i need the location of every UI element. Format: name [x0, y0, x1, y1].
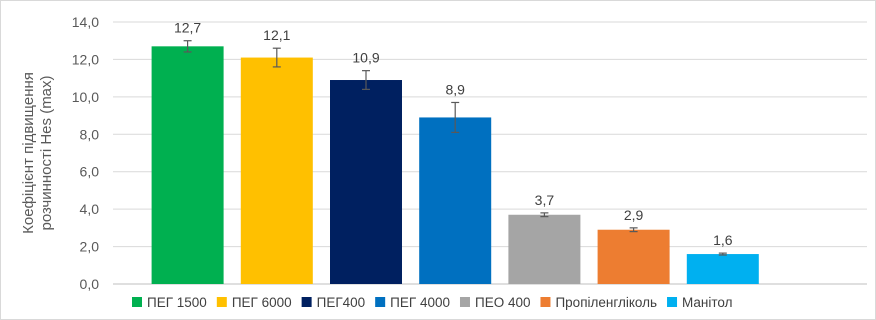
y-tick-label: 4,0: [80, 201, 100, 217]
y-axis-label-line: Коефіцієнт підвищення: [20, 72, 37, 234]
bar: [330, 80, 402, 284]
data-label: 12,1: [263, 27, 290, 43]
y-tick-label: 6,0: [80, 164, 100, 180]
y-axis-label-line: розчинності Hes (max): [38, 75, 55, 230]
legend-swatch: [459, 297, 470, 307]
y-tick-label: 0,0: [80, 276, 100, 292]
legend-label: ПЕГ400: [317, 295, 366, 310]
data-label: 2,9: [624, 207, 644, 223]
legend-swatch: [375, 297, 386, 307]
data-label: 8,9: [445, 81, 465, 97]
data-label: 12,7: [174, 20, 201, 36]
legend-label: ПЕГ 6000: [232, 295, 292, 310]
y-tick-label: 2,0: [80, 239, 100, 255]
legend-swatch: [667, 297, 678, 307]
legend-swatch: [301, 297, 312, 307]
bar: [686, 254, 759, 284]
bar: [240, 57, 313, 284]
data-label: 1,6: [713, 232, 733, 248]
legend-label: ПЕО 400: [475, 295, 530, 310]
y-axis-label: Коефіцієнт підвищеннярозчинності Hes (ma…: [20, 72, 55, 234]
legend-swatch: [540, 297, 551, 307]
y-tick-label: 12,0: [72, 51, 99, 67]
bar: [597, 229, 670, 284]
bar: [508, 214, 581, 284]
bar: [419, 117, 492, 284]
legend-label: ПЕГ 1500: [147, 295, 207, 310]
data-label: 10,9: [352, 50, 379, 66]
legend-label: Пропіленгліколь: [555, 295, 657, 310]
legend-swatch: [216, 297, 227, 307]
y-tick-label: 8,0: [80, 126, 100, 142]
legend-swatch: [132, 297, 142, 307]
bar: [151, 46, 224, 285]
y-tick-label: 14,0: [72, 14, 99, 30]
y-tick-label: 10,0: [72, 89, 99, 105]
legend-label: ПЕГ 4000: [390, 295, 450, 310]
data-label: 3,7: [535, 192, 555, 208]
legend-label: Манітол: [682, 295, 732, 310]
